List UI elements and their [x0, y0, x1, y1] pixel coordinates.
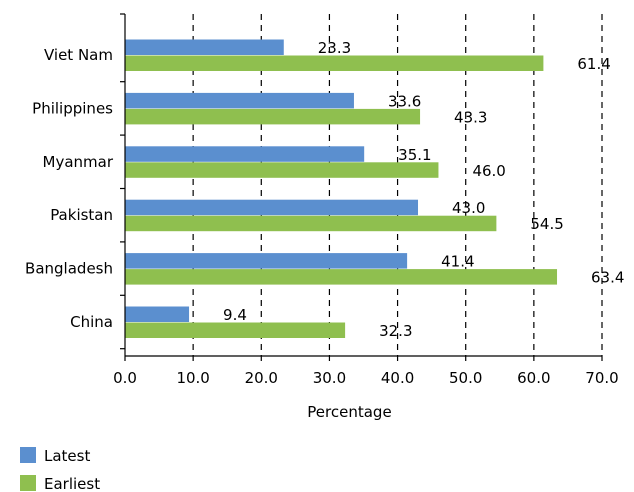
data-labels: 23.3 61.4 33.6 43.3 35.1 46.0 43.0 54.5 41.4 63.4…	[223, 39, 624, 340]
data-label-earliest: 63.4	[591, 269, 624, 287]
category-label: China	[70, 313, 113, 331]
data-label-earliest: 54.5	[530, 215, 563, 233]
bar-latest	[125, 253, 408, 269]
bars	[125, 39, 558, 338]
x-tick-label: 60.0	[517, 369, 550, 387]
bar-latest	[125, 146, 365, 162]
bar-latest	[125, 199, 419, 216]
category-label: Bangladesh	[25, 260, 113, 278]
data-label-latest: 41.4	[441, 253, 474, 271]
bar-earliest	[125, 269, 558, 285]
category-label: Pakistan	[50, 206, 113, 224]
data-label-earliest: 32.3	[379, 322, 412, 340]
category-labels: Viet Nam Philippines Myanmar Pakistan Bangla…	[25, 46, 114, 331]
x-tick-label: 10.0	[176, 369, 209, 387]
x-tick-label: 50.0	[449, 369, 482, 387]
data-label-latest: 9.4	[223, 306, 247, 324]
x-tick-label: 30.0	[313, 369, 346, 387]
bar-latest	[125, 39, 284, 55]
data-label-latest: 33.6	[388, 92, 421, 110]
x-tick-label: 70.0	[585, 369, 618, 387]
x-axis-title: Percentage	[307, 403, 391, 421]
x-axis-ticks: 0.0 10.0 20.0 30.0 40.0 50.0 60.0 70.0	[113, 13, 619, 387]
bar-latest	[125, 92, 354, 109]
bar-earliest	[125, 162, 439, 178]
bar-earliest	[125, 322, 346, 338]
data-label-earliest: 46.0	[472, 162, 505, 180]
data-label-earliest: 43.3	[454, 108, 487, 126]
data-label-earliest: 61.4	[577, 55, 610, 73]
category-label: Philippines	[32, 99, 113, 117]
x-tick-label: 40.0	[381, 369, 414, 387]
data-label-latest: 35.1	[398, 146, 431, 164]
x-tick-label: 20.0	[245, 369, 278, 387]
legend: Latest Earliest	[20, 447, 100, 492]
legend-label: Latest	[44, 447, 90, 465]
x-tick-label: 0.0	[113, 369, 137, 387]
legend-label: Earliest	[44, 475, 100, 492]
bar-earliest	[125, 108, 421, 125]
legend-swatch	[20, 447, 36, 463]
data-label-latest: 43.0	[452, 199, 485, 217]
category-label: Viet Nam	[44, 46, 113, 64]
bar-earliest	[125, 215, 497, 232]
data-label-latest: 23.3	[318, 39, 351, 57]
legend-swatch	[20, 475, 36, 491]
bar-earliest	[125, 55, 544, 71]
category-label: Myanmar	[43, 153, 114, 171]
bar-latest	[125, 306, 190, 322]
